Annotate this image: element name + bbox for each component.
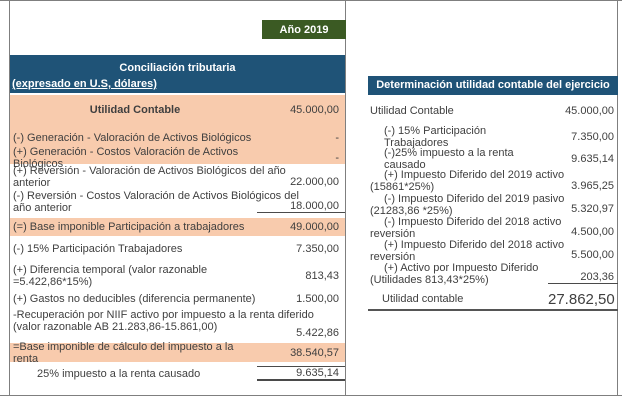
row-label: (+) Impuesto Diferido del 2018 activo re… <box>370 239 565 263</box>
row-value: 38.540,57 <box>290 346 339 359</box>
row-value: 22.000,00 <box>290 176 339 188</box>
row-label: Utilidad Contable <box>89 104 181 116</box>
row-label: Utilidad Contable <box>370 104 454 117</box>
table-row: (-) 15% Participación Trabajadores 7.350… <box>368 124 618 149</box>
table-row: (+) Gastos no deducibles (diferencia per… <box>10 290 345 308</box>
table-row: (-) Impuesto Diferido del 2019 pasivo (2… <box>368 193 618 216</box>
table-row: (-) 15% Participación Trabajadores 7.350… <box>10 236 345 262</box>
table-row: Utilidad Contable 45.000,00 <box>10 95 345 125</box>
table-row: (+) Activo por Impuesto Diferido (Utilid… <box>368 262 618 285</box>
outer-border-bottom <box>0 395 622 396</box>
year-badge-label: Año 2019 <box>279 23 329 36</box>
table-row: (-) Generación - Valoración de Activos B… <box>10 125 345 151</box>
row-value: 9.635,14 <box>257 366 345 381</box>
row-label: (-) 15% Participación Trabajadores <box>13 243 183 255</box>
row-value: 7.350,00 <box>571 130 614 143</box>
table-row: (-)25% impuesto a la renta causado 9.635… <box>368 147 618 171</box>
row-value: 9.635,14 <box>571 153 614 165</box>
table-row: -Recuperación por NIIF activo por impues… <box>10 308 345 340</box>
row-label: (+) Activo por Impuesto Diferido (Utilid… <box>370 262 539 286</box>
row-value: 3.965,25 <box>571 180 614 192</box>
row-label: (-) Reversión - Costos Valoración de Act… <box>13 190 299 214</box>
row-value: 5.500,00 <box>571 249 614 261</box>
row-value: 49.000,00 <box>290 221 339 233</box>
table-row: (+) Diferencia temporal (valor razonable… <box>10 262 345 290</box>
row-value: - <box>335 132 339 144</box>
right-table-title: Determinación utilidad contable del ejer… <box>376 79 610 91</box>
left-table-header: Conciliación tributaria (expresado en U.… <box>10 55 345 93</box>
row-label: (+) Gastos no deducibles (diferencia per… <box>13 293 256 305</box>
row-value: 5.422,86 <box>296 327 339 339</box>
row-value: 813,43 <box>305 270 339 282</box>
table-row: (-) Impuesto Diferido del 2018 activo re… <box>368 216 618 239</box>
row-label: (+) Diferencia temporal (valor razonable… <box>13 264 208 288</box>
table-row: (+) Reversión - Valoración de Activos Bi… <box>10 164 345 189</box>
table-row: (+) Impuesto Diferido del 2019 activo (1… <box>368 169 618 193</box>
table-row: 25% impuesto a la renta causado 9.635,14 <box>10 362 345 385</box>
row-value: - <box>335 151 339 164</box>
table-row: (-) Reversión - Costos Valoración de Act… <box>10 189 345 214</box>
table-row: Utilidad Contable 45.000,00 <box>368 97 618 124</box>
row-label: 25% impuesto a la renta causado <box>37 367 201 380</box>
row-value: 18.000,00 <box>257 200 345 213</box>
table-row: (=) Base imponible Participación a traba… <box>10 218 345 236</box>
outer-border-top <box>0 0 622 1</box>
table-row: (+) Generación - Costos Valoración de Ac… <box>10 146 345 170</box>
right-table-body: Utilidad Contable 45.000,00 (-) 15% Part… <box>368 95 618 311</box>
table-row: =Base imponible de cálculo del impuesto … <box>10 340 345 365</box>
table-row: (+) Impuesto Diferido del 2018 activo re… <box>368 239 618 262</box>
row-label: (+) Impuesto Diferido del 2019 activo (1… <box>370 169 565 193</box>
table-row-total: Utilidad contable 27.862,50 <box>368 289 618 311</box>
row-value: 27.862,50 <box>548 290 615 308</box>
left-table-subtitle: (expresado en U.S, dólares) <box>12 78 157 90</box>
year-badge: Año 2019 <box>262 20 346 39</box>
row-label: =Base imponible de cálculo del impuesto … <box>13 340 234 365</box>
row-label: (-) Impuesto Diferido del 2019 pasivo (2… <box>370 193 565 217</box>
row-value: 5.320,97 <box>571 203 614 215</box>
right-table-header: Determinación utilidad contable del ejer… <box>368 76 618 95</box>
row-label: (-) Generación - Valoración de Activos B… <box>13 132 252 144</box>
row-label: (-) 15% Participación Trabajadores <box>384 124 487 149</box>
row-value: 4.500,00 <box>571 226 614 238</box>
row-value: 203,36 <box>548 271 618 284</box>
row-value: 45.000,00 <box>290 104 339 116</box>
row-value: 45.000,00 <box>565 104 614 117</box>
row-label: Utilidad contable <box>382 293 464 305</box>
outer-border-right <box>617 0 618 396</box>
tax-reconciliation-table: Conciliación tributaria (expresado en U.… <box>10 55 345 385</box>
left-table-title: Conciliación tributaria <box>119 62 236 74</box>
left-table-body: Utilidad Contable 45.000,00 (-) Generaci… <box>10 93 345 385</box>
row-value: 1.500,00 <box>296 293 339 305</box>
row-label: (-) Impuesto Diferido del 2018 activo re… <box>370 216 562 240</box>
row-label: (=) Base imponible Participación a traba… <box>13 221 245 233</box>
row-label: (+) Generación - Costos Valoración de Ac… <box>13 145 239 170</box>
row-label: (-)25% impuesto a la renta causado <box>384 147 514 171</box>
accounting-profit-table: Determinación utilidad contable del ejer… <box>368 76 618 311</box>
row-label: -Recuperación por NIIF activo por impues… <box>13 309 314 333</box>
outer-border-left <box>9 0 10 396</box>
column-divider <box>345 0 346 396</box>
row-label: (+) Reversión - Valoración de Activos Bi… <box>13 165 286 189</box>
row-value: 7.350,00 <box>296 243 339 255</box>
